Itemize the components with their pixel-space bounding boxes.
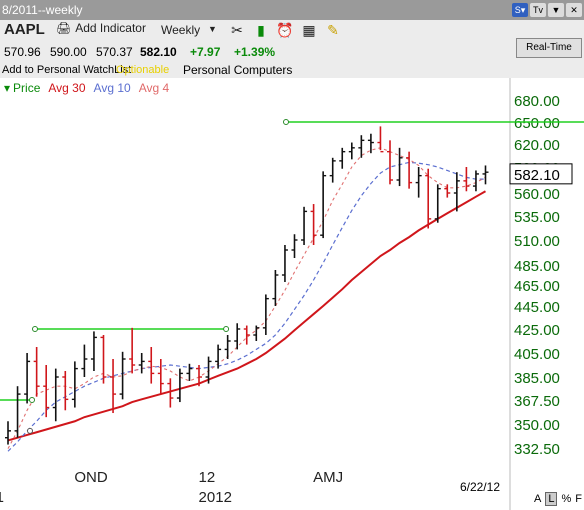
scale-controls: A L % F [534,492,582,506]
optionable-link[interactable]: Optionable [116,64,170,76]
y-tick-label: 405.00 [514,346,560,363]
pivot-point [27,427,33,434]
avg30-line [7,190,486,442]
last-price-label: 582.10 [514,167,560,184]
resistance-point [29,397,35,403]
symbol-label[interactable]: AAPL [4,21,45,38]
close-icon[interactable]: ✕ [566,3,582,17]
open-price: 570.96 [4,45,41,59]
close-price: 582.10 [140,45,177,59]
last-date-label: 6/22/12 [459,480,500,494]
info-row: Add to Personal WatchList Optionable Per… [0,62,584,78]
period-select[interactable]: Weekly [161,23,201,37]
y-tick-label: 485.00 [514,258,560,275]
resistance-point [223,326,230,332]
change-value: +7.97 [190,45,221,59]
quote-row: 570.96 590.00 570.37 582.10 +7.97 +1.39% [0,40,584,62]
legend-avg30[interactable]: Avg 30 [48,81,86,95]
chart-title-bar: 8/2011--weekly S▾ Tv ▼ ✕ [0,0,584,20]
avg10-line [7,161,486,452]
tv-icon[interactable]: Tv [530,3,546,17]
chart-toolbar: AAPL 🖨 Add Indicator Weekly ▼ ✂ ▮ ⏰ ▦ ✎ [0,20,584,40]
real-time-button[interactable]: Real-Time [516,38,582,58]
high-price: 590.00 [50,45,87,59]
last-price-box [509,163,573,185]
alarm-clock-icon[interactable]: ⏰ [276,22,294,38]
change-percent: +1.39% [234,45,276,59]
legend-avg10[interactable]: Avg 10 [93,81,131,95]
scale-l-button[interactable]: L [545,492,558,506]
x-tick-label: 2012 [199,489,232,506]
avg4-line [7,147,486,449]
legend-avg4[interactable]: Avg 4 [138,81,170,95]
chart-legend: ▾ Price Avg 30 Avg 10 Avg 4 [4,81,169,95]
scale-percent-button[interactable]: % [561,493,572,505]
tools-icon[interactable]: ✂ [231,22,243,38]
scale-a-button[interactable]: A [534,493,542,505]
y-tick-label: 650.00 [514,115,560,132]
s-icon[interactable]: S▾ [512,3,528,17]
price-chart[interactable]: 680.00650.00620.00590.00560.00535.00510.… [0,78,584,510]
add-indicator-button[interactable]: 🖨 Add Indicator [56,21,146,35]
table-icon[interactable]: ▦ [302,22,316,38]
printer-icon: 🖨 [56,21,72,35]
y-tick-label: 445.00 [514,299,560,316]
y-tick-label: 332.50 [514,441,560,458]
x-tick-label: OND [74,469,108,486]
low-price: 570.37 [96,45,133,59]
resistance-point [32,326,38,332]
add-indicator-label: Add Indicator [75,21,146,35]
y-tick-label: 425.00 [514,322,560,339]
scale-f-button[interactable]: F [575,493,582,505]
industry-link[interactable]: Personal Computers [183,63,293,77]
y-tick-label: 680.00 [514,93,560,110]
note-icon[interactable]: ✎ [327,22,339,38]
y-tick-label: 560.00 [514,186,560,203]
down-arrow-icon[interactable]: ▼ [548,3,564,17]
bar-chart-icon[interactable]: ▮ [257,22,265,38]
y-tick-label: 510.00 [514,233,560,250]
x-tick-label: 11 [0,489,4,506]
y-tick-label: 465.00 [514,278,560,295]
add-to-watchlist-link[interactable]: Add to Personal WatchList [2,64,132,76]
legend-price[interactable]: ▾ Price [4,81,41,95]
y-tick-label: 367.50 [514,393,560,410]
y-tick-label: 620.00 [514,137,560,154]
x-tick-label: AMJ [313,469,343,486]
x-tick-label: 12 [199,469,216,486]
y-tick-label: 385.00 [514,370,560,387]
y-tick-label: 535.00 [514,209,560,226]
chevron-down-icon[interactable]: ▼ [208,24,217,34]
chart-period-title: 8/2011--weekly [2,3,83,17]
resistance-point [283,119,289,125]
y-tick-label: 350.00 [514,417,560,434]
